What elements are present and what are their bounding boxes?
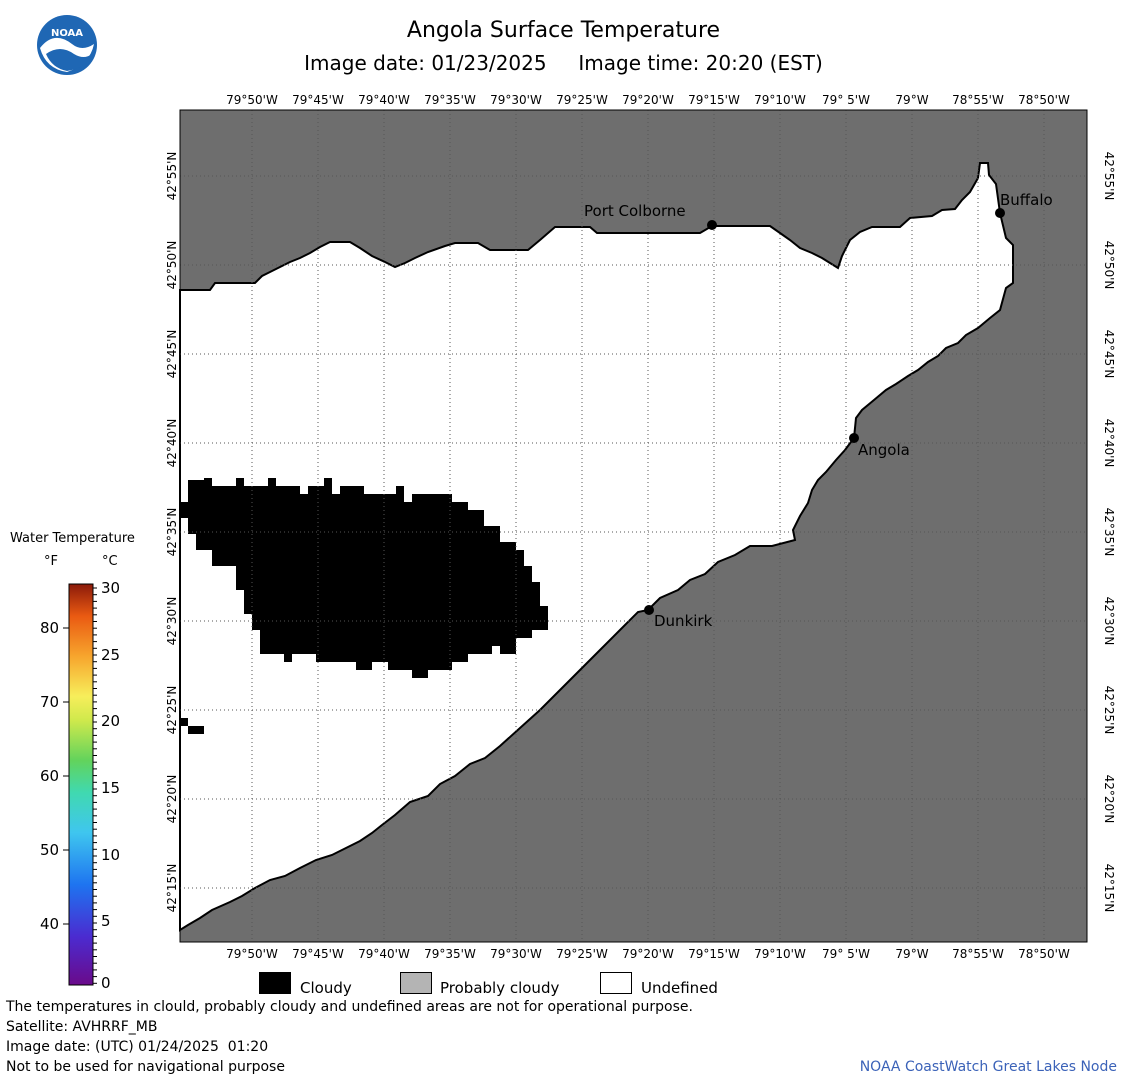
color-scale-bar xyxy=(68,583,94,986)
page-title: Angola Surface Temperature xyxy=(406,18,721,43)
lon-label: 79°45'W xyxy=(292,947,344,961)
probably-cloudy-label: Probably cloudy xyxy=(440,979,560,997)
city-markers: Port Colborne Buffalo Angola Dunkirk xyxy=(584,191,1053,630)
lat-label: 42°40'N xyxy=(1102,419,1116,468)
cloud-pixel xyxy=(188,726,204,734)
lon-labels-top: 79°50'W 79°45'W 79°40'W 79°35'W 79°30'W 79°25… xyxy=(226,93,1070,107)
lon-label: 79° 5'W xyxy=(822,93,870,107)
disclaimer-text: The temperatures in clould, probably clo… xyxy=(6,999,693,1015)
lon-label: 78°55'W xyxy=(952,947,1004,961)
lon-label: 79°40'W xyxy=(358,93,410,107)
lon-label: 79°35'W xyxy=(424,947,476,961)
lat-label: 42°35'N xyxy=(1102,508,1116,557)
city-label: Dunkirk xyxy=(654,612,713,630)
city-marker xyxy=(995,208,1005,218)
lon-label: 79° 5'W xyxy=(822,947,870,961)
celsius-tick-label: 5 xyxy=(101,912,111,930)
fahrenheit-tick-label: 60 xyxy=(40,767,59,785)
lat-label: 42°45'N xyxy=(1102,330,1116,379)
celsius-tick-label: 30 xyxy=(101,579,120,597)
lon-label: 79°W xyxy=(895,93,928,107)
undefined-label: Undefined xyxy=(641,979,718,997)
lat-label: 42°20'N xyxy=(165,775,179,824)
lon-label: 79°35'W xyxy=(424,93,476,107)
lon-label: 78°50'W xyxy=(1018,93,1070,107)
lat-labels-right: 42°55'N 42°50'N 42°45'N 42°40'N 42°35'N 42°30… xyxy=(1102,152,1116,913)
graticule xyxy=(180,110,1087,942)
lat-labels-left: 42°55'N 42°50'N 42°45'N 42°40'N 42°35'N 42°30… xyxy=(165,152,179,913)
lon-label: 79°20'W xyxy=(622,93,674,107)
lon-label: 79°25'W xyxy=(556,93,608,107)
image-date-label: Image date: 01/23/2025 xyxy=(304,51,547,75)
celsius-tick-label: 10 xyxy=(101,846,120,864)
cloudy-swatch xyxy=(259,972,291,994)
celsius-tick-label: 0 xyxy=(101,974,111,992)
navigation-warning: Not to be used for navigational purpose xyxy=(6,1059,285,1075)
lat-label: 42°15'N xyxy=(165,864,179,913)
lon-label: 79°25'W xyxy=(556,947,608,961)
fahrenheit-tick-label: 40 xyxy=(40,915,59,933)
satellite-text: Satellite: AVHRRF_MB xyxy=(6,1019,158,1035)
celsius-tick-label: 20 xyxy=(101,712,120,730)
lon-label: 79°50'W xyxy=(226,93,278,107)
probably-cloudy-swatch xyxy=(400,972,432,994)
city-label: Port Colborne xyxy=(584,202,686,220)
lat-label: 42°20'N xyxy=(1102,775,1116,824)
image-time-label: Image time: 20:20 (EST) xyxy=(578,51,823,75)
lon-label: 79°10'W xyxy=(754,947,806,961)
lon-labels-bottom: 79°50'W 79°45'W 79°40'W 79°35'W 79°30'W 79°25… xyxy=(226,947,1070,961)
lon-label: 79°40'W xyxy=(358,947,410,961)
lon-label: 79°15'W xyxy=(688,93,740,107)
color-scale-title: Water Temperature xyxy=(10,531,135,546)
lat-label: 42°40'N xyxy=(165,419,179,468)
celsius-tick-label: 15 xyxy=(101,779,120,797)
undefined-swatch xyxy=(600,972,632,994)
lat-label: 42°30'N xyxy=(1102,597,1116,646)
map-frame xyxy=(179,109,1088,943)
unit-fahrenheit: °F xyxy=(44,554,58,569)
lon-label: 79°50'W xyxy=(226,947,278,961)
lat-label: 42°55'N xyxy=(165,152,179,201)
utc-date-text: Image date: (UTC) 01/24/2025 01:20 xyxy=(6,1039,269,1055)
unit-celsius: °C xyxy=(102,554,118,569)
lon-label: 78°50'W xyxy=(1018,947,1070,961)
celsius-tick-label: 25 xyxy=(101,646,120,664)
cloudy-label: Cloudy xyxy=(300,979,352,997)
lat-label: 42°25'N xyxy=(1102,686,1116,735)
lat-label: 42°25'N xyxy=(165,686,179,735)
lon-label: 79°30'W xyxy=(490,93,542,107)
lat-label: 42°15'N xyxy=(1102,864,1116,913)
fahrenheit-tick-label: 80 xyxy=(40,619,59,637)
lat-label: 42°30'N xyxy=(165,597,179,646)
image-date-time: Image date: 01/23/2025 Image time: 20:20… xyxy=(0,51,1127,75)
lon-label: 79°15'W xyxy=(688,947,740,961)
noaa-logo-icon: NOAA xyxy=(36,14,98,76)
svg-text:NOAA: NOAA xyxy=(51,28,83,39)
city-marker xyxy=(707,220,717,230)
city-label: Buffalo xyxy=(1000,191,1053,209)
lat-label: 42°45'N xyxy=(165,330,179,379)
fahrenheit-tick-label: 70 xyxy=(40,693,59,711)
fahrenheit-tick-label: 50 xyxy=(40,841,59,859)
lat-label: 42°50'N xyxy=(1102,241,1116,290)
city-marker xyxy=(644,605,654,615)
lat-label: 42°50'N xyxy=(165,241,179,290)
lon-label: 79°10'W xyxy=(754,93,806,107)
lake-erie-water xyxy=(179,162,1014,932)
credit-text: NOAA CoastWatch Great Lakes Node xyxy=(859,1059,1117,1075)
cloud-pixel xyxy=(180,718,188,726)
city-label: Angola xyxy=(858,441,910,459)
lon-label: 79°30'W xyxy=(490,947,542,961)
cloud-mass xyxy=(180,478,548,678)
city-marker xyxy=(849,433,859,443)
lat-label: 42°35'N xyxy=(165,508,179,557)
lon-label: 79°45'W xyxy=(292,93,344,107)
lat-label: 42°55'N xyxy=(1102,152,1116,201)
lon-label: 79°W xyxy=(895,947,928,961)
lon-label: 78°55'W xyxy=(952,93,1004,107)
lon-label: 79°20'W xyxy=(622,947,674,961)
